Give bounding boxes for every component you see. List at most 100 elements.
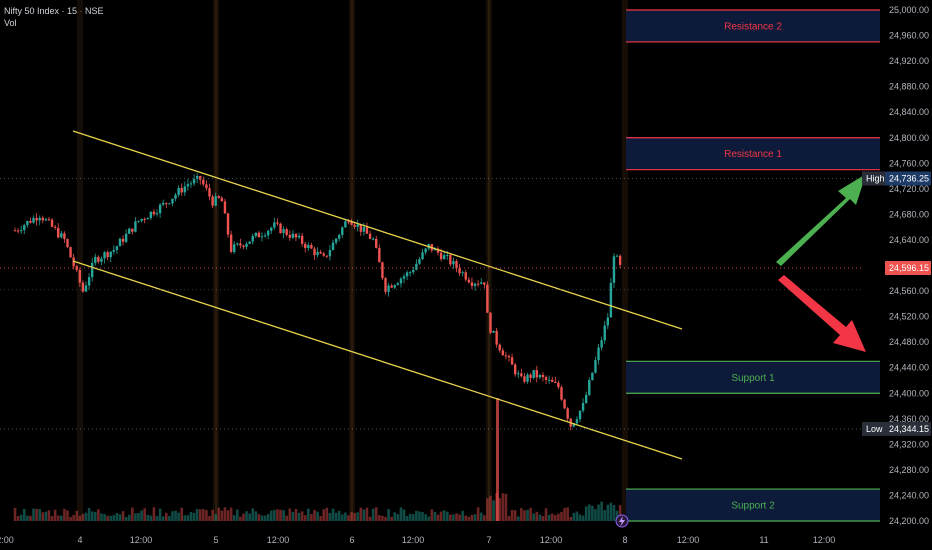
y-tick-label: 24,480.00 xyxy=(889,337,929,347)
zone-support-1 xyxy=(626,361,880,394)
candle-body xyxy=(149,211,153,219)
candle-body xyxy=(584,394,588,403)
candle-body xyxy=(452,261,455,265)
candle-body xyxy=(344,221,347,228)
x-tick-label: 2:00 xyxy=(0,535,14,545)
candle-body xyxy=(439,252,443,260)
volume-bar xyxy=(584,506,588,521)
volume-bar xyxy=(155,516,159,521)
candle-body xyxy=(483,282,486,285)
volume-bar xyxy=(359,507,363,521)
volume-bar xyxy=(390,516,393,521)
lightning-icon-glyph xyxy=(619,516,625,527)
volume-bar xyxy=(294,509,298,521)
candle-body xyxy=(121,238,125,242)
volume-bar xyxy=(260,515,264,521)
volume-bar xyxy=(594,509,597,521)
candle-body xyxy=(409,272,412,274)
volume-bar xyxy=(581,515,585,521)
session-separator-core xyxy=(488,0,490,521)
volume-bar xyxy=(507,515,511,521)
forecast-arrows xyxy=(776,174,866,352)
volume-bar xyxy=(56,515,60,521)
candle-body xyxy=(177,188,180,195)
volume-bar xyxy=(97,509,100,521)
volume-bar xyxy=(263,515,267,521)
volume-bar xyxy=(189,511,193,521)
volume-bar xyxy=(211,509,214,521)
candle-body xyxy=(115,246,119,250)
volume-bar xyxy=(547,514,551,521)
volume-bar xyxy=(449,514,452,521)
volume-bar xyxy=(202,509,205,521)
candle-body xyxy=(322,253,325,256)
candle-body xyxy=(47,219,51,221)
candle-body xyxy=(134,221,137,232)
candle-body xyxy=(310,244,313,249)
candle-body xyxy=(152,211,156,215)
volume-bar xyxy=(146,514,150,521)
volume-bar xyxy=(90,511,94,521)
volume-bar xyxy=(442,510,446,521)
sr-zones: Resistance 2 Resistance 1 Support 1 Support… xyxy=(626,9,880,522)
candle-body xyxy=(538,374,542,378)
zone-support-2 xyxy=(626,489,880,521)
candle-body xyxy=(535,370,538,378)
candle-body xyxy=(41,217,44,221)
high-price-tag: 24,736.25 xyxy=(889,173,929,183)
candle-body xyxy=(316,252,319,256)
volume-bar xyxy=(127,514,131,521)
candle-body xyxy=(356,224,359,227)
candle-body xyxy=(547,379,551,381)
channel-upper-line xyxy=(72,130,683,330)
volume-bar xyxy=(297,512,301,521)
volume-bar xyxy=(273,509,276,521)
volume-bar xyxy=(69,516,72,521)
volume-bar xyxy=(140,510,143,521)
volume-bar xyxy=(430,509,434,521)
candle-body xyxy=(418,259,421,264)
volume-bar xyxy=(526,509,529,521)
volume-bar xyxy=(266,514,270,521)
candle-body xyxy=(217,196,220,198)
volume-bar xyxy=(486,498,489,521)
volume-bar xyxy=(245,511,248,521)
candle-body xyxy=(405,272,409,277)
volume-bar xyxy=(50,516,54,521)
time-axis: 2:00 4 12:00 5 12:00 6 12:00 7 12:00 8 12:00 11 12:0… xyxy=(0,535,835,545)
x-tick-label: 5 xyxy=(213,535,218,545)
volume-bar xyxy=(344,512,347,521)
candle-body xyxy=(359,224,362,232)
candle-body xyxy=(53,226,57,228)
candle-body xyxy=(461,272,464,274)
candle-body xyxy=(90,262,94,278)
volume-bar xyxy=(106,515,109,521)
candle-body xyxy=(291,233,295,238)
volume-bar xyxy=(328,512,332,521)
candle-body xyxy=(464,272,467,280)
candle-body xyxy=(229,234,233,252)
volume-bar xyxy=(137,512,140,521)
candle-body xyxy=(412,269,415,273)
x-tick-label: 12:00 xyxy=(130,535,153,545)
volume-bar xyxy=(29,515,32,521)
volume-bar xyxy=(563,507,566,521)
candle-body xyxy=(257,232,261,238)
candle-body xyxy=(384,278,387,292)
volume-label: Vol xyxy=(4,18,17,28)
low-label-bg xyxy=(862,421,885,436)
candle-body xyxy=(288,234,291,238)
candle-body xyxy=(223,201,227,214)
volume-bar xyxy=(19,514,23,521)
candle-body xyxy=(131,228,134,232)
volume-bar xyxy=(334,512,338,521)
y-tick-label: 24,520.00 xyxy=(889,312,929,322)
y-tick-label: 24,840.00 xyxy=(889,107,929,117)
volume-bar xyxy=(384,516,387,521)
volume-bar xyxy=(118,514,122,521)
volume-bar xyxy=(177,512,180,521)
candle-body xyxy=(390,285,393,288)
candle-body xyxy=(171,198,174,204)
candle-body xyxy=(591,372,594,381)
